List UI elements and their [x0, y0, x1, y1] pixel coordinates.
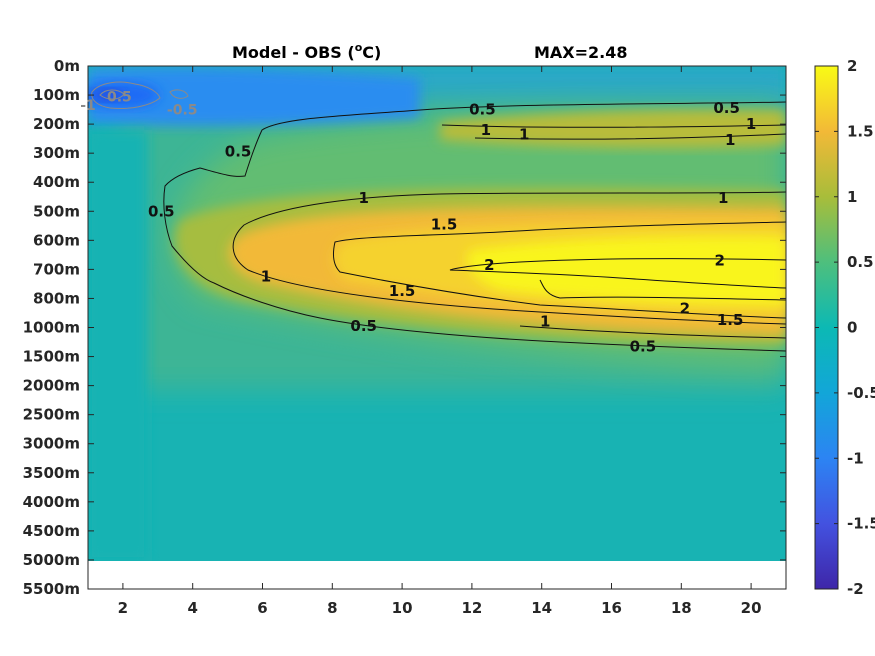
- x-tick-label: 18: [671, 599, 692, 617]
- colorbar-tick-label: 0: [847, 319, 857, 337]
- colorbar-tick-label: 0.5: [847, 253, 874, 271]
- x-tick-label: 6: [257, 599, 267, 617]
- no-data-band: [88, 561, 786, 589]
- colorbar-tick-label: -1: [847, 449, 864, 467]
- y-tick-label: 4000m: [23, 493, 80, 511]
- x-tick-label: 4: [187, 599, 197, 617]
- x-tick-label: 2: [118, 599, 128, 617]
- colorbar-tick-label: -1.5: [847, 515, 875, 533]
- contour-label: 2: [484, 256, 494, 274]
- contour-label: 0.5: [630, 337, 657, 355]
- y-tick-label: 2500m: [23, 406, 80, 424]
- y-tick-label: 200m: [33, 115, 80, 133]
- x-tick-label: 20: [741, 599, 762, 617]
- contour-lines: [163, 101, 786, 352]
- contour-label: 2: [680, 300, 690, 318]
- y-axis: 0m 100m 200m 300m 400m 500m 600m 700m 800m 1000m 1…: [23, 57, 786, 598]
- y-tick-label: 1500m: [23, 348, 80, 366]
- contour-label: 1: [725, 131, 735, 149]
- contour-label: 1: [358, 189, 368, 207]
- contour-label: 0.5: [107, 90, 132, 106]
- y-tick-label: 5500m: [23, 580, 80, 598]
- contour-label: 0.5: [713, 99, 740, 117]
- y-tick-label: 0m: [54, 57, 80, 75]
- x-tick-label: 16: [601, 599, 622, 617]
- contour-label: 1.5: [389, 282, 416, 300]
- colorbar-tick-label: 2: [847, 57, 857, 75]
- contour-label: 1: [540, 313, 550, 331]
- contour-label: 0.5: [469, 101, 496, 119]
- chart-title: Model - OBS (oC): [232, 41, 381, 62]
- heatmap-field: [88, 66, 786, 561]
- contour-label: 1: [746, 115, 756, 133]
- colorbar-tick-label: 1: [847, 188, 857, 206]
- y-tick-label: 700m: [33, 260, 80, 278]
- contour-label: 0.5: [148, 202, 175, 220]
- y-tick-label: 100m: [33, 86, 80, 104]
- y-tick-label: 500m: [33, 202, 80, 220]
- colorbar-tick-label: -2: [847, 580, 864, 598]
- contour-label: 0.5: [350, 317, 377, 335]
- x-axis: 2 4 6 8 10 12 14 16 18 20: [118, 66, 762, 617]
- contour-label: 1.5: [431, 215, 458, 233]
- contour-label: -1: [80, 98, 96, 114]
- max-value-label: MAX=2.48: [534, 43, 628, 62]
- y-tick-label: 5000m: [23, 551, 80, 569]
- x-tick-label: 8: [327, 599, 337, 617]
- contour-label: 1: [481, 121, 491, 139]
- colorbar-ticks: 2 1.5 1 0.5 0 -0.5 -1 -1.5 -2: [815, 57, 875, 598]
- contour-label: 1: [519, 125, 529, 143]
- contour-label: 2: [714, 252, 724, 270]
- contour-label: 1: [261, 268, 271, 286]
- y-tick-label: 1000m: [23, 319, 80, 337]
- x-tick-label: 12: [461, 599, 482, 617]
- contour-label: 0.5: [225, 143, 252, 161]
- y-tick-label: 3000m: [23, 435, 80, 453]
- y-tick-label: 400m: [33, 173, 80, 191]
- y-tick-label: 800m: [33, 289, 80, 307]
- colorbar-tick-label: 1.5: [847, 122, 874, 140]
- contour-label: -0.5: [167, 103, 198, 119]
- colorbar-tick-label: -0.5: [847, 384, 875, 402]
- y-tick-label: 3500m: [23, 464, 80, 482]
- contour-lines-negative: [91, 81, 189, 109]
- contour-label: 1.5: [717, 311, 744, 329]
- x-tick-label: 10: [392, 599, 413, 617]
- x-tick-label: 14: [531, 599, 552, 617]
- y-tick-label: 300m: [33, 144, 80, 162]
- y-tick-label: 4500m: [23, 522, 80, 540]
- y-tick-label: 600m: [33, 231, 80, 249]
- y-tick-label: 2000m: [23, 377, 80, 395]
- contour-label: 1: [718, 189, 728, 207]
